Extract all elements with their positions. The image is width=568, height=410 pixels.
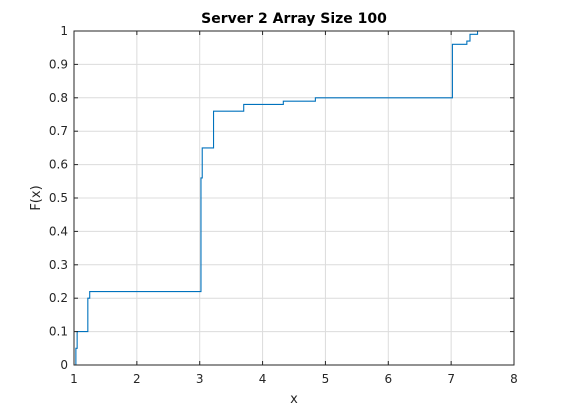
x-tick-label: 1 [70, 372, 78, 386]
x-tick-label: 3 [196, 372, 204, 386]
y-tick-label: 0.7 [49, 124, 68, 138]
cdf-series-line [74, 31, 479, 366]
y-tick-label: 0.5 [49, 191, 68, 205]
y-tick-label: 0.4 [49, 224, 68, 238]
x-tick-label: 2 [133, 372, 141, 386]
y-tick-label: 1 [60, 24, 68, 38]
y-tick-label: 0.9 [49, 57, 68, 71]
series-layer [74, 31, 479, 366]
x-tick-label: 7 [447, 372, 455, 386]
x-tick-label: 6 [384, 372, 392, 386]
chart-title: Server 2 Array Size 100 [201, 11, 387, 27]
y-tick-label: 0.1 [49, 325, 68, 339]
y-tick-label: 0.6 [49, 158, 68, 172]
y-axis-label: F(x) [29, 185, 44, 210]
y-tick-label: 0 [60, 358, 68, 372]
y-tick-label: 0.3 [49, 258, 68, 272]
y-tick-label: 0.2 [49, 291, 68, 305]
x-tick-label: 8 [510, 372, 518, 386]
grid-lines [73, 30, 515, 366]
axis-ticks: 1 2 3 4 5 6 7 8 0 0.1 0.2 0.3 0.4 0.5 0.6 0.7 0.8 0.9 1 [49, 24, 518, 386]
y-tick-label: 0.8 [49, 91, 68, 105]
x-tick-label: 4 [259, 372, 267, 386]
x-axis-label: x [290, 392, 298, 407]
x-tick-label: 5 [322, 372, 330, 386]
